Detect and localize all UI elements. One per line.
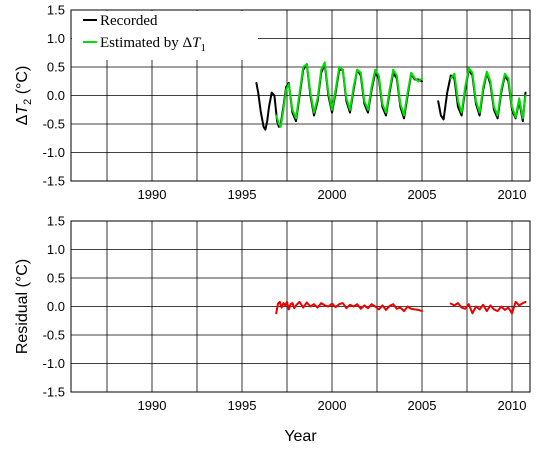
y-tick-label: -1.0 [43,356,65,371]
y-tick-label: -0.5 [43,117,65,132]
plot-frame [70,9,531,182]
y-axis-label-var: T [14,104,31,115]
x-tick-label: 1995 [228,187,257,202]
x-tick-label: 2005 [408,398,437,413]
x-tick-label: 2000 [318,187,347,202]
y-tick-label: -1.0 [43,145,65,160]
legend-entry-prefix: Estimated by Δ [100,35,192,51]
y-tick-label: 1.0 [47,242,65,257]
y-tick-label: -0.5 [43,328,65,343]
y-tick-label: -1.5 [43,174,65,189]
x-tick-label: 1990 [138,187,167,202]
y-axis-label: ΔT2 (°C) [14,66,34,126]
legend: Recorded Estimated by ΔT1 [72,11,258,60]
y-tick-label: -1.5 [43,385,65,400]
y-tick-label: 0.0 [47,299,65,314]
y-axis-label-unit: (°C) [14,66,31,99]
legend-box [72,11,258,60]
y-axis-label-prefix: Δ [14,114,31,125]
x-tick-label: 2010 [498,187,527,202]
y-tick-label: 0.5 [47,271,65,286]
y-axis-label: Residual (°C) [14,259,31,354]
plot-frame [70,220,531,393]
y-tick-label: 1.5 [47,214,65,229]
series-estimated-segment-0 [275,61,423,128]
series-estimated-segment-1 [449,67,527,120]
x-tick-label: 2005 [408,187,437,202]
legend-entry-1: Estimated by ΔT1 [100,35,206,54]
y-tick-label: 1.0 [47,31,65,46]
y-tick-label: 0.5 [47,60,65,75]
y-tick-label: 0.0 [47,88,65,103]
series-residual-segment-1 [449,300,527,315]
series-residual-segment-0 [275,300,423,315]
bottom-panel-residual: 1.5 1.0 0.5 0.0 -0.5 -1.0 -1.5 1990 1995 2000 2005… [14,214,531,445]
y-axis-label-sub: 2 [22,99,34,105]
y-tick-label: 1.5 [47,3,65,18]
x-axis-label: Year [284,428,317,445]
x-tick-label: 1990 [138,398,167,413]
legend-entry-sub: 1 [200,42,206,54]
x-tick-label: 2000 [318,398,347,413]
top-panel-temperature-difference: 1.5 1.0 0.5 0.0 -0.5 -1.0 -1.5 1990 1995 2000 2005… [14,3,531,202]
legend-entry-0: Recorded [100,13,158,29]
legend-entry-var: T [192,35,202,51]
x-tick-label: 1995 [228,398,257,413]
x-tick-label: 2010 [498,398,527,413]
